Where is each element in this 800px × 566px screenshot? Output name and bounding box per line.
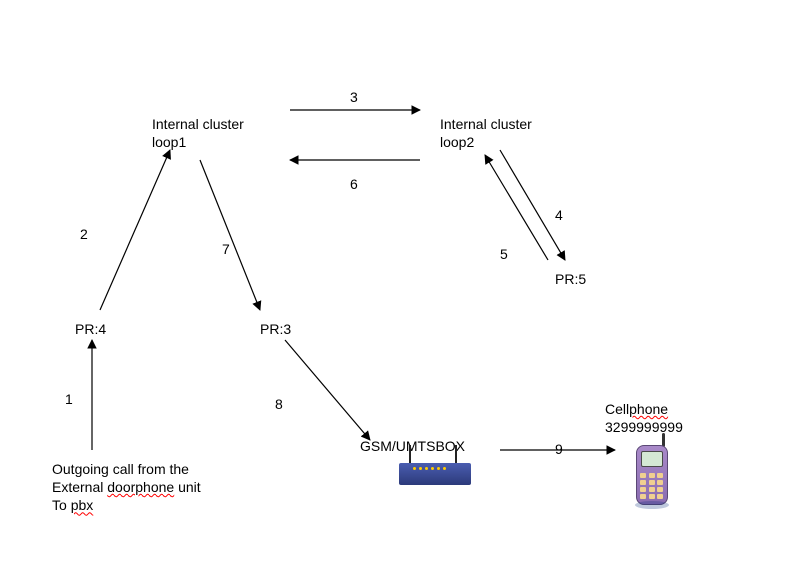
arrow-8 [285, 340, 370, 440]
edge-label-9: 9 [555, 440, 563, 458]
loop1-line1: Internal cluster [152, 116, 244, 132]
edge-label-5: 5 [500, 245, 508, 263]
node-pr5: PR:5 [555, 270, 586, 288]
cellphone-line2: 3299999999 [605, 419, 683, 435]
router-icon [395, 445, 475, 490]
outgoing-line1: Outgoing call from the [52, 461, 189, 477]
wavy-doorphone: doorphone [107, 479, 174, 495]
edge-label-3: 3 [350, 88, 358, 106]
node-loop2: Internal cluster loop2 [440, 115, 532, 151]
arrow-2 [100, 150, 170, 310]
outgoing-line2: External doorphone unit [52, 479, 201, 495]
arrow-5 [485, 155, 548, 260]
node-pr3: PR:3 [260, 320, 291, 338]
loop2-line2: loop2 [440, 134, 474, 150]
outgoing-line3: To pbx [52, 497, 93, 513]
cellphone-icon [630, 435, 675, 510]
edge-label-1: 1 [65, 390, 73, 408]
node-cellphone-label: Cellphone 3299999999 [605, 400, 683, 436]
arrow-4 [500, 150, 565, 260]
edge-label-8: 8 [275, 395, 283, 413]
wavy-phone: phone [629, 401, 668, 417]
edge-label-4: 4 [555, 206, 563, 224]
edge-label-7: 7 [222, 240, 230, 258]
loop2-line1: Internal cluster [440, 116, 532, 132]
arrow-7 [200, 160, 260, 310]
node-loop1: Internal cluster loop1 [152, 115, 244, 151]
edge-label-2: 2 [80, 225, 88, 243]
node-outgoing: Outgoing call from the External doorphon… [52, 460, 201, 515]
edge-label-6: 6 [350, 175, 358, 193]
cellphone-line1: Cellphone [605, 401, 668, 417]
node-pr4: PR:4 [75, 320, 106, 338]
wavy-pbx: pbx [71, 497, 94, 513]
loop1-line2: loop1 [152, 134, 186, 150]
